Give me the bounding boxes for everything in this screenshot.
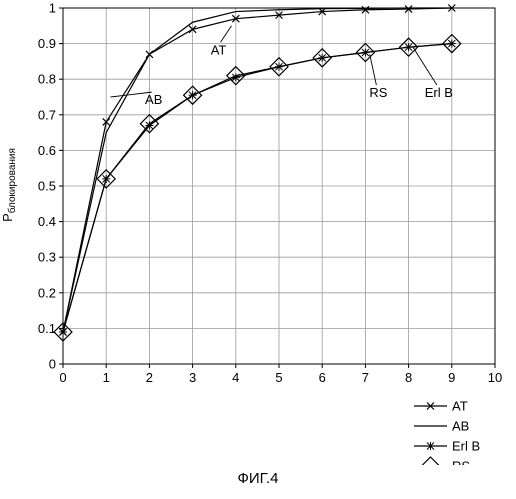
series-at bbox=[60, 5, 456, 336]
legend-item-erl-b: Erl B bbox=[414, 439, 480, 454]
x-tick-label: 3 bbox=[189, 370, 196, 385]
legend-label: Erl B bbox=[452, 439, 480, 454]
series-rs bbox=[54, 35, 461, 341]
x-tick-label: 4 bbox=[232, 370, 239, 385]
series-line-rs bbox=[63, 44, 452, 332]
annotation-ab: AB bbox=[111, 92, 163, 107]
axes: Pблокирования 0 1 2 3 4 5 6 7 8 9 10 0 0.1 0.2 0.3 0.4 0… bbox=[0, 1, 502, 386]
data-point-erl-b bbox=[145, 121, 153, 129]
series bbox=[54, 5, 461, 341]
series-line-erl-b bbox=[63, 44, 452, 332]
legend-label: AT bbox=[452, 399, 468, 414]
annotation-leader bbox=[221, 26, 232, 42]
legend-item-ab: AB bbox=[414, 419, 469, 434]
annotation-leader bbox=[370, 54, 377, 85]
figure-caption: ФИГ.4 bbox=[0, 470, 516, 487]
y-tick-label: 0.3 bbox=[38, 250, 56, 265]
x-tick-label: 0 bbox=[59, 370, 66, 385]
y-axis-label-main: P bbox=[0, 213, 15, 222]
annotation-label: Erl B bbox=[425, 85, 453, 100]
annotation-label: AT bbox=[211, 42, 227, 57]
y-tick-label: 0.8 bbox=[38, 72, 56, 87]
x-tick-label: 10 bbox=[488, 370, 502, 385]
legend-label: RS bbox=[452, 459, 470, 466]
x-tick-label: 5 bbox=[275, 370, 282, 385]
y-axis-label: Pблокирования bbox=[0, 148, 18, 222]
y-tick-label: 0.1 bbox=[38, 321, 56, 336]
annotation-label: RS bbox=[369, 85, 387, 100]
grid bbox=[63, 8, 495, 364]
series-ab bbox=[63, 8, 452, 332]
marker-diamond-shape bbox=[422, 457, 440, 465]
y-tick-label: 1 bbox=[49, 1, 56, 16]
annotation-erl-b: Erl B bbox=[413, 47, 453, 100]
series-erl-b bbox=[59, 40, 456, 336]
y-tick-label: 0.7 bbox=[38, 107, 56, 122]
y-tick-label: 0 bbox=[49, 357, 56, 372]
x-tick-label: 2 bbox=[146, 370, 153, 385]
annotation-label: AB bbox=[145, 92, 162, 107]
legend: AT AB Erl B RS bbox=[414, 399, 480, 466]
y-tick-label: 0.6 bbox=[38, 143, 56, 158]
chart: Pблокирования 0 1 2 3 4 5 6 7 8 9 10 0 0.1 0.2 0.3 0.4 0… bbox=[0, 0, 516, 465]
series-line-ab bbox=[63, 8, 452, 332]
x-tick-label: 6 bbox=[319, 370, 326, 385]
annotation-at: AT bbox=[211, 26, 232, 57]
y-tick-label: 0.4 bbox=[38, 214, 56, 229]
series-line-at bbox=[63, 8, 452, 332]
legend-marker bbox=[422, 457, 440, 465]
x-tick-label: 1 bbox=[103, 370, 110, 385]
x-tick-label: 7 bbox=[362, 370, 369, 385]
legend-label: AB bbox=[452, 419, 469, 434]
y-axis-label-sub: блокирования bbox=[6, 148, 18, 213]
x-tick-label: 9 bbox=[448, 370, 455, 385]
x-tick-label: 8 bbox=[405, 370, 412, 385]
legend-item-rs: RS bbox=[414, 457, 470, 465]
y-tick-label: 0.2 bbox=[38, 285, 56, 300]
legend-item-at: AT bbox=[414, 399, 468, 414]
y-tick-label: 0.9 bbox=[38, 36, 56, 51]
y-tick-label: 0.5 bbox=[38, 179, 56, 194]
annotation-rs: RS bbox=[369, 54, 387, 100]
legend-marker bbox=[427, 442, 435, 450]
